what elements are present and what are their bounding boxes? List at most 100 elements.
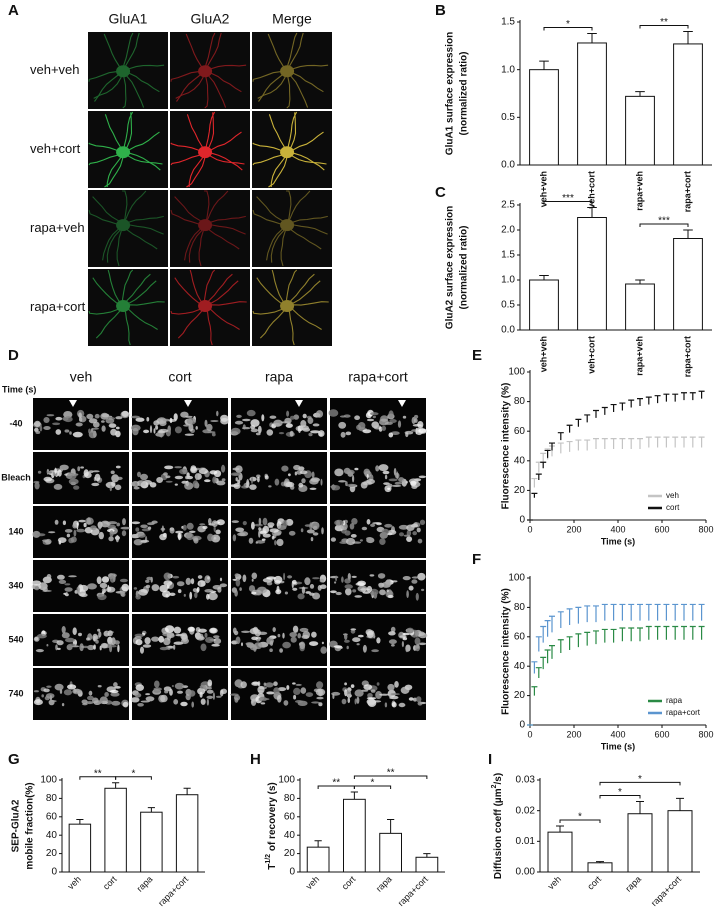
- x-tick-label: veh: [66, 874, 83, 891]
- spine: [345, 481, 348, 487]
- dendrite: [252, 151, 288, 166]
- spine: [131, 521, 141, 525]
- dendrite: [270, 224, 288, 263]
- spine: [285, 518, 294, 526]
- spine: [140, 473, 148, 481]
- error-bar: [636, 800, 644, 814]
- soma: [280, 146, 295, 159]
- spine: [309, 478, 319, 485]
- spine: [72, 523, 78, 529]
- column-header: rapa+cort: [348, 369, 408, 385]
- spine: [344, 578, 351, 584]
- bar: [625, 95, 655, 166]
- neuron: [88, 111, 163, 188]
- dendrite: [174, 196, 206, 226]
- spine: [276, 585, 280, 593]
- significance-label: **: [660, 17, 668, 28]
- spine: [166, 582, 172, 586]
- spine: [398, 702, 406, 708]
- spine: [318, 430, 325, 437]
- spine: [42, 586, 48, 592]
- spine: [179, 468, 188, 475]
- dendrite: [286, 64, 329, 72]
- spine: [109, 485, 113, 492]
- spine: [68, 478, 79, 485]
- spine: [135, 594, 141, 600]
- spine: [257, 685, 265, 694]
- spine: [262, 517, 268, 526]
- dendrite: [286, 112, 297, 153]
- spine: [242, 424, 246, 430]
- spine: [300, 528, 304, 533]
- spine: [379, 693, 389, 696]
- arrowhead: [295, 400, 303, 407]
- x-tick-label: veh+cort: [586, 171, 596, 209]
- spine: [88, 430, 97, 439]
- spine: [341, 698, 347, 705]
- y-tick-label: 20: [46, 848, 58, 859]
- spine: [72, 627, 77, 635]
- spine: [385, 579, 391, 587]
- spine: [158, 635, 164, 643]
- spine: [173, 644, 176, 650]
- spine: [92, 470, 100, 473]
- spine: [283, 700, 289, 706]
- significance-label: ***: [658, 216, 670, 227]
- soma: [198, 299, 213, 312]
- spine: [41, 694, 44, 698]
- y-tick-label: 80: [514, 602, 526, 613]
- error-bar: [601, 603, 608, 621]
- spine: [137, 533, 146, 538]
- spine: [408, 697, 414, 701]
- spine: [394, 481, 402, 485]
- spine: [35, 649, 44, 653]
- y-axis-label: GluA1 surface expression: [445, 32, 456, 155]
- y-axis-label: Fluorescence intensity (%): [501, 383, 512, 510]
- spine: [143, 429, 150, 434]
- spine: [147, 526, 152, 530]
- spine: [269, 415, 277, 419]
- spine: [204, 575, 211, 584]
- spine: [204, 479, 211, 483]
- error-bar: [601, 628, 608, 643]
- x-tick-label: veh: [304, 874, 321, 891]
- spine: [217, 586, 222, 593]
- error-bar: [535, 461, 542, 473]
- dendrite: [280, 224, 288, 267]
- error-bar: [531, 661, 538, 674]
- x-tick-label: 0: [527, 729, 532, 739]
- bar: [673, 43, 703, 166]
- error-bar: [531, 492, 538, 498]
- spine: [197, 580, 206, 587]
- dendrite: [204, 112, 215, 153]
- spine: [262, 533, 271, 538]
- spine: [310, 537, 314, 542]
- dendrite: [104, 114, 124, 153]
- dendrite: [88, 151, 124, 166]
- panel-letter: E: [472, 347, 482, 364]
- error-bar: [645, 625, 652, 640]
- spine: [237, 532, 246, 537]
- spine: [351, 575, 357, 579]
- spine: [87, 695, 94, 701]
- panel-letter: F: [472, 551, 481, 568]
- error-bar: [549, 645, 555, 659]
- neuron: [252, 269, 329, 346]
- spine: [101, 420, 105, 423]
- dendrite: [189, 269, 206, 307]
- spine: [334, 581, 337, 584]
- spine: [413, 697, 417, 702]
- spine: [100, 642, 108, 649]
- spine: [92, 697, 99, 704]
- x-tick-label: veh: [546, 874, 563, 891]
- spine: [366, 474, 369, 479]
- label-rest: /s): [493, 773, 504, 785]
- bar: [140, 811, 163, 873]
- dendrite: [286, 70, 324, 93]
- bar: [667, 810, 693, 873]
- spine: [65, 637, 75, 643]
- error-bar: [654, 436, 661, 448]
- significance-bracket: [639, 223, 689, 227]
- row-label: 140: [8, 526, 23, 536]
- spine: [63, 689, 72, 696]
